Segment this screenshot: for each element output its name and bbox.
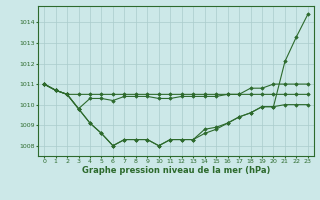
X-axis label: Graphe pression niveau de la mer (hPa): Graphe pression niveau de la mer (hPa) xyxy=(82,166,270,175)
